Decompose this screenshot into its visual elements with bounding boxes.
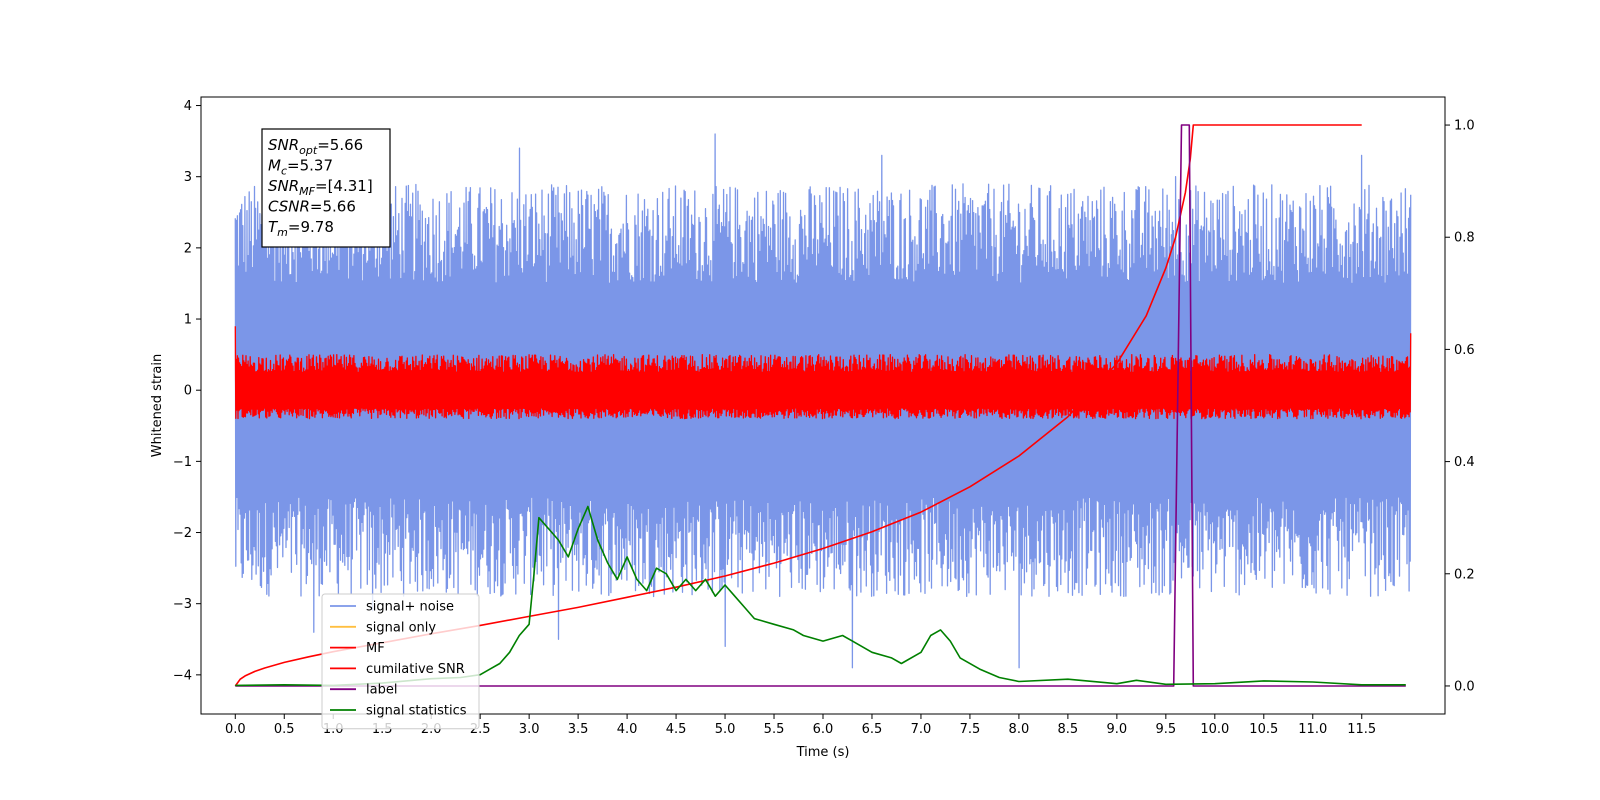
y-tick-label: 1 — [184, 313, 192, 328]
legend-box — [321, 593, 480, 730]
y2-tick-label: 0.0 — [1454, 679, 1475, 694]
info-box — [261, 128, 391, 248]
x-tick-label: 7.5 — [960, 722, 981, 737]
x-tick-label: 8.0 — [1009, 722, 1030, 737]
legend-label: signal statistics — [366, 704, 467, 719]
y-tick-label: −1 — [173, 455, 192, 470]
x-tick-label: 5.5 — [764, 722, 785, 737]
x-axis-label: Time (s) — [796, 745, 850, 760]
y-tick-label: −2 — [173, 526, 192, 541]
x-tick-label: 6.5 — [862, 722, 883, 737]
y-tick-label: −4 — [173, 668, 192, 683]
y2-tick-label: 0.2 — [1454, 567, 1475, 582]
info-line: SNRMF=[4.31] — [268, 177, 373, 198]
series-line-5 — [235, 505, 1406, 687]
x-tick-label: 0.0 — [225, 722, 246, 737]
x-tick-label: 11.5 — [1347, 722, 1376, 737]
y-tick-label: 3 — [184, 170, 192, 185]
info-line: SNRopt=5.66 — [268, 136, 363, 157]
y-axis-label: Whitened strain — [150, 354, 165, 457]
x-tick-label: 9.5 — [1155, 722, 1176, 737]
x-tick-label: 10.5 — [1249, 722, 1278, 737]
legend-label: label — [366, 683, 397, 698]
x-tick-label: 6.0 — [813, 722, 834, 737]
x-tick-label: 8.5 — [1058, 722, 1079, 737]
series-line-2 — [234, 326, 1412, 420]
legend-label: cumilative SNR — [366, 662, 465, 677]
series-line-0 — [234, 133, 1412, 669]
x-tick-label: 0.5 — [274, 722, 295, 737]
x-tick-label: 4.5 — [666, 722, 687, 737]
x-tick-label: 7.0 — [911, 722, 932, 737]
y-tick-label: −3 — [173, 597, 192, 612]
legend-label: signal only — [366, 620, 436, 635]
series-line-3 — [234, 124, 1362, 687]
x-tick-label: 4.0 — [617, 722, 638, 737]
series-line-4 — [235, 124, 1406, 687]
x-tick-label: 3.0 — [519, 722, 540, 737]
y2-tick-label: 0.6 — [1454, 343, 1475, 358]
x-tick-label: 9.0 — [1107, 722, 1128, 737]
info-line: CSNR=5.66 — [268, 198, 356, 216]
x-tick-label: 5.0 — [715, 722, 736, 737]
legend-label: MF — [366, 641, 385, 656]
y-tick-label: 0 — [184, 384, 192, 399]
info-line: Tm=9.78 — [268, 218, 334, 239]
info-line: Mc=5.37 — [268, 157, 333, 178]
y2-tick-label: 0.4 — [1454, 455, 1475, 470]
y2-tick-label: 0.8 — [1454, 231, 1475, 246]
legend-label: signal+ noise — [366, 600, 454, 615]
y2-tick-label: 1.0 — [1454, 119, 1475, 134]
x-tick-label: 11.0 — [1298, 722, 1327, 737]
x-tick-label: 3.5 — [568, 722, 589, 737]
x-tick-label: 10.0 — [1200, 722, 1229, 737]
y-tick-label: 4 — [184, 99, 192, 114]
y-tick-label: 2 — [184, 241, 192, 256]
